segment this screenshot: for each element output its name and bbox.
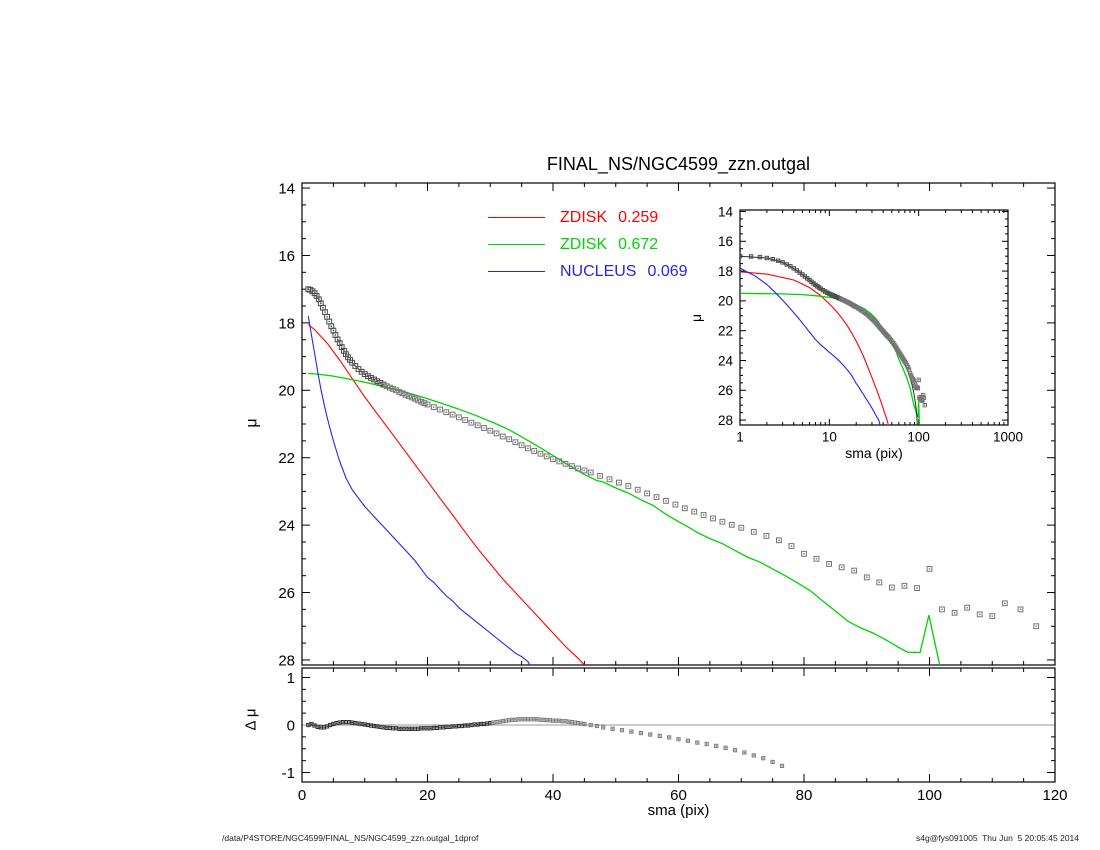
residual-y-tick-label: 0	[287, 717, 295, 734]
main-frame	[301, 182, 1056, 666]
inset-y-tick-label: 14	[718, 204, 734, 219]
inset-y-tick-label: 20	[718, 294, 733, 309]
residual-x-tick-label: 60	[670, 787, 687, 804]
legend-value: 0.259	[618, 208, 659, 226]
inset-x-axis-title: sma (pix)	[845, 445, 903, 461]
footer-file-path: /data/P4STORE/NGC4599/FINAL_NS/NGC4599_z…	[222, 833, 479, 843]
inset-y-tick-label: 18	[718, 264, 733, 279]
inset-x-tick-label: 10	[822, 430, 837, 445]
residual-x-tick-label: 80	[796, 787, 813, 804]
residual-x-tick-label: 100	[917, 787, 942, 804]
inset-y-tick-label: 16	[718, 234, 733, 249]
main-y-tick-label: 16	[278, 248, 295, 265]
footer-user-timestamp: s4g@fys091005 Thu Jun 5 20:05:45 2014	[915, 833, 1079, 843]
inset-series-nucleus-0-069	[740, 267, 881, 425]
page-title: FINAL_NS/NGC4599_zzn.outgal	[546, 154, 811, 174]
chart-inset: 1 10 100 1000 14 16 18 20 22 24 26 28	[718, 204, 1023, 444]
inset-y-tick-label: 26	[718, 383, 733, 398]
inset-x-tick-label: 1	[736, 430, 744, 445]
legend-item-nucleus: NUCLEUS 0.069	[488, 258, 688, 285]
x-axis-title: sma (pix)	[647, 802, 710, 819]
inset-series-profile	[740, 254, 927, 408]
main-tick-labels: 14 16 18 20 22 24 26 28	[278, 180, 295, 669]
legend-line-sample-green	[488, 244, 545, 245]
legend-item-zdisk-1: ZDISK 0.259	[488, 204, 688, 231]
main-series-nucleus-0-069	[307, 316, 531, 665]
legend-label: ZDISK	[560, 208, 608, 226]
residual-y-tick-label: -1	[282, 765, 295, 782]
inset-x-tick-label: 1000	[993, 430, 1023, 445]
inset-series-zdisk-0-672	[740, 292, 921, 425]
residual-series-residuals	[306, 717, 785, 768]
main-series-zdisk-0-672	[308, 372, 941, 665]
legend-item-zdisk-2: ZDISK 0.672	[488, 231, 688, 258]
main-y-tick-label: 22	[278, 450, 295, 467]
residual-frame	[301, 667, 1056, 783]
main-y-tick-label: 24	[278, 518, 295, 535]
legend-line-sample-red	[488, 217, 545, 218]
residual-x-tick-label: 0	[298, 787, 306, 804]
residual-y-tick-label: 1	[287, 670, 295, 687]
main-series-profile	[305, 286, 1040, 630]
main-y-tick-label: 26	[278, 585, 295, 602]
main-y-tick-label: 20	[278, 383, 295, 400]
main-y-tick-label: 18	[278, 315, 295, 332]
legend-label: NUCLEUS	[560, 262, 637, 280]
residual-x-tick-label: 40	[545, 787, 562, 804]
legend-label: ZDISK	[560, 235, 608, 253]
residual-x-tick-label: 20	[419, 787, 436, 804]
legend: ZDISK 0.259 ZDISK 0.672 NUCLEUS 0.069	[488, 204, 688, 285]
legend-value: 0.069	[647, 262, 688, 280]
inset-frame	[739, 209, 1009, 426]
inset-y-axis-title: μ	[688, 313, 705, 323]
inset-y-tick-label: 22	[718, 324, 733, 339]
main-series-zdisk-0-259	[307, 324, 586, 665]
main-y-axis-title: μ	[243, 418, 261, 428]
residual-x-tick-label: 120	[1042, 787, 1067, 804]
main-y-tick-label: 28	[278, 652, 295, 669]
legend-value: 0.672	[618, 235, 659, 253]
residual-y-axis-title: Δ μ	[242, 708, 260, 731]
inset-y-tick-label: 24	[718, 353, 734, 368]
main-y-tick-label: 14	[278, 180, 295, 197]
inset-series-zdisk-0-259	[740, 271, 889, 424]
legend-line-sample-blue	[488, 271, 545, 272]
chart-main: 14 16 18 20 22 24 26 28	[278, 180, 1056, 669]
inset-x-tick-label: 100	[907, 430, 930, 445]
inset-tick-labels: 1 10 100 1000 14 16 18 20 22 24 26 28	[718, 204, 1023, 444]
inset-y-tick-label: 28	[718, 413, 733, 428]
